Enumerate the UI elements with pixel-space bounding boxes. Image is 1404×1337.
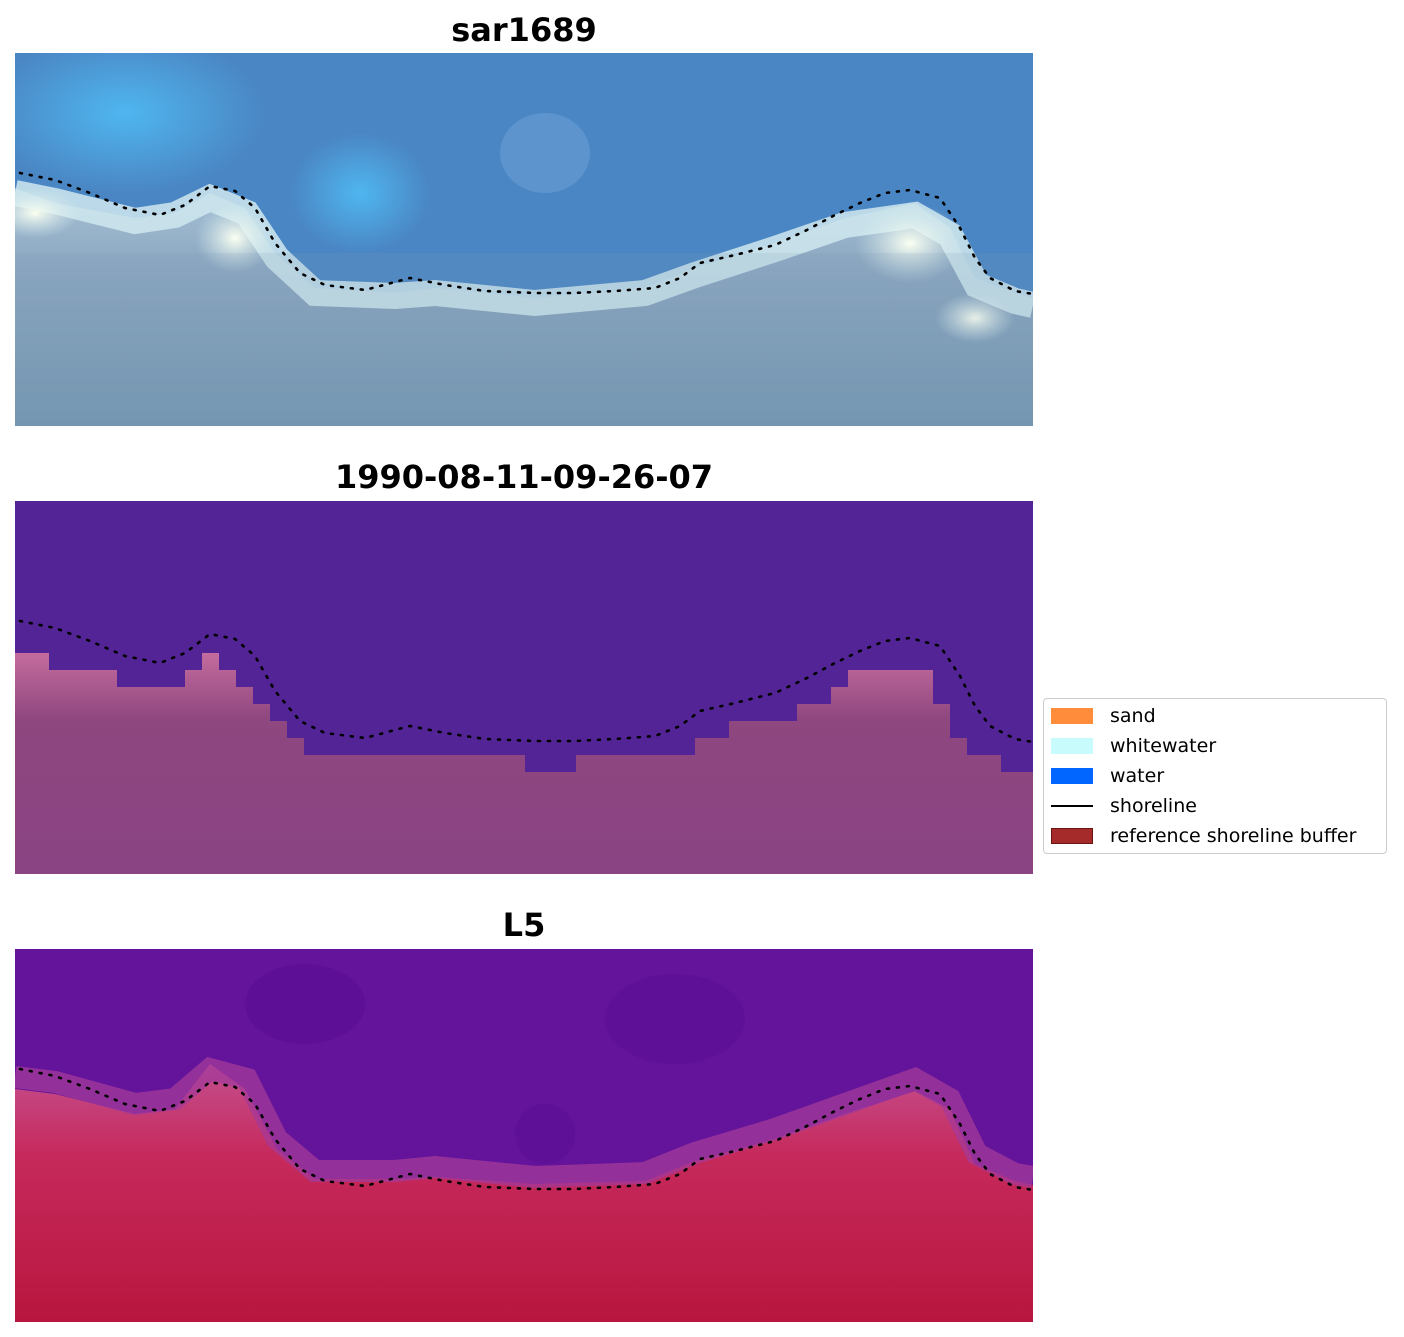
water-swatch	[1051, 768, 1093, 784]
legend: sand whitewater water shoreline referenc…	[1043, 698, 1387, 854]
panel-title-classification: 1990-08-11-09-26-07	[334, 458, 714, 496]
legend-item-whitewater: whitewater	[1051, 733, 1216, 759]
legend-item-sand: sand	[1051, 703, 1156, 729]
legend-item-water: water	[1051, 763, 1164, 789]
rgb-image	[15, 53, 1033, 426]
legend-item-shoreline: shoreline	[1051, 793, 1197, 819]
sand-swatch	[1051, 708, 1093, 724]
reference-buffer-swatch	[1051, 828, 1093, 844]
classification-panel	[15, 501, 1033, 874]
panel-title-rgb: sar1689	[451, 11, 597, 49]
legend-item-reference-buffer: reference shoreline buffer	[1051, 823, 1356, 849]
rgb-image-panel	[15, 53, 1033, 426]
legend-label: sand	[1110, 705, 1156, 727]
legend-label: whitewater	[1110, 735, 1217, 757]
legend-label: reference shoreline buffer	[1110, 825, 1357, 847]
index-image	[15, 949, 1033, 1322]
panel-title-index: L5	[502, 906, 546, 944]
legend-label: shoreline	[1110, 795, 1197, 817]
index-panel	[15, 949, 1033, 1322]
whitewater-swatch	[1051, 738, 1093, 754]
classification-image	[15, 501, 1033, 874]
legend-label: water	[1110, 765, 1165, 787]
shoreline-line-swatch	[1051, 798, 1093, 814]
